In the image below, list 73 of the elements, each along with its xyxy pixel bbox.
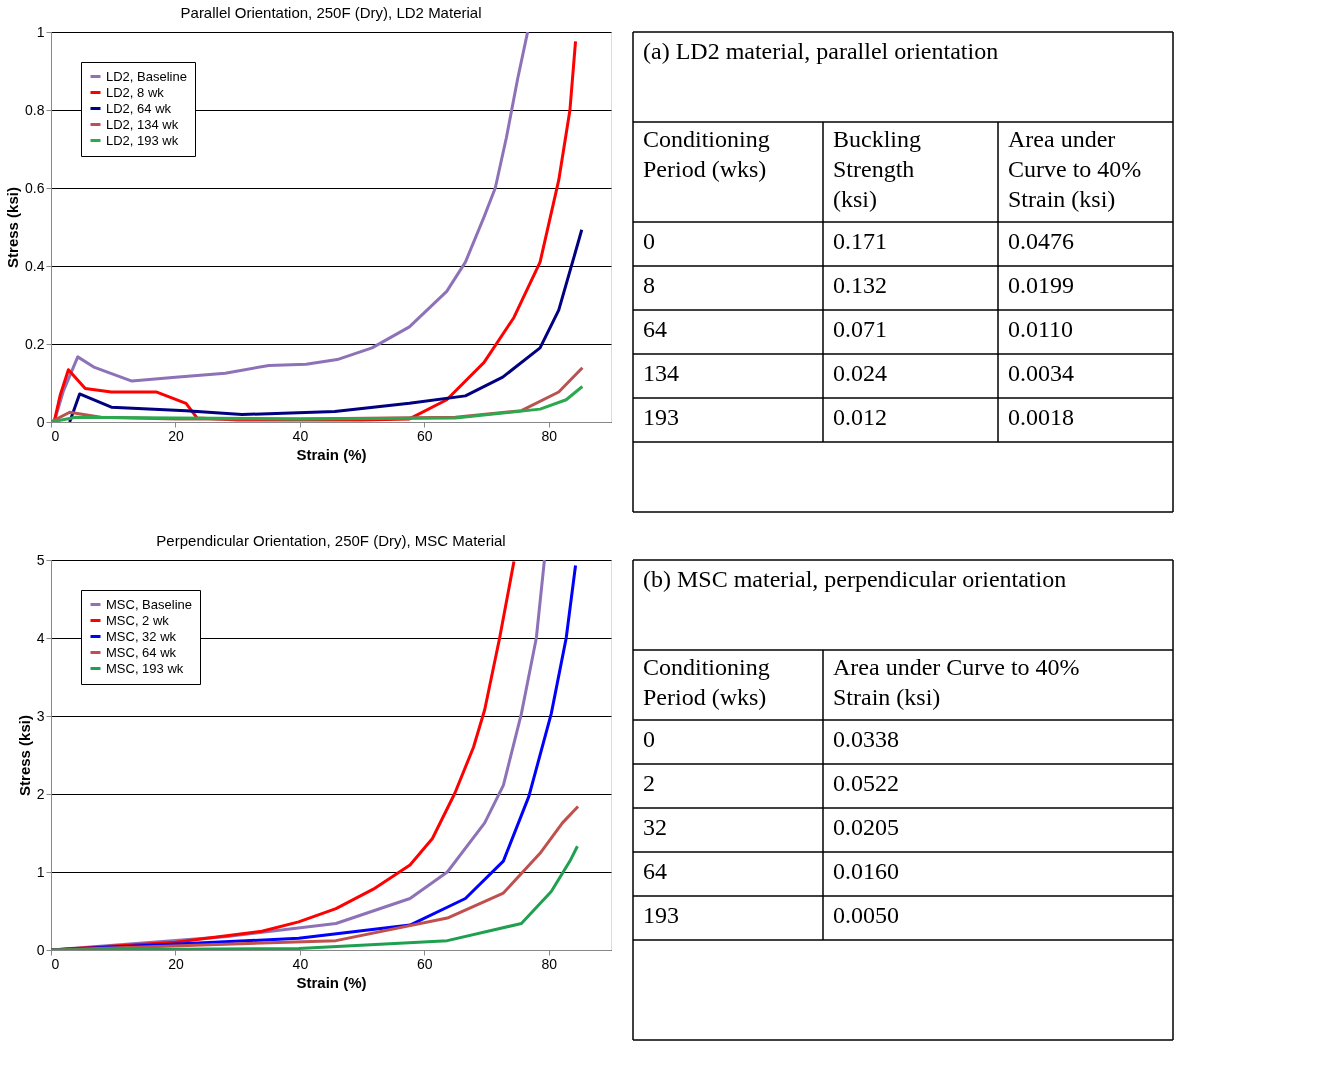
text: 0.0522: [833, 770, 899, 796]
text: 0.0476: [1008, 228, 1074, 254]
text: 0.0034: [1008, 360, 1074, 386]
line-series: [51, 385, 584, 422]
y-tick-label: 0.4: [25, 257, 45, 274]
text: 0.024: [833, 360, 887, 386]
line-series: [68, 228, 584, 422]
text: (b) MSC material, perpendicular orientation: [643, 566, 1067, 592]
y-tick-label: 3: [36, 707, 45, 724]
text: 0.132: [833, 272, 887, 298]
text: 0.0018: [1008, 404, 1074, 430]
chart-title: Parallel Orientation, 250F (Dry), LD2 Material: [180, 4, 482, 21]
legend-label: LD2, Baseline: [106, 68, 187, 84]
text: 0.071: [833, 316, 887, 342]
category-label: Conditioning Period (wks): [643, 126, 770, 182]
legend-label: LD2, 193 wk: [106, 132, 179, 148]
x-tick-label: 0: [51, 955, 60, 972]
x-tick-label: 20: [168, 427, 184, 444]
category-label: Area under Curve to 40% Strain (ksi): [1008, 126, 1142, 212]
x-tick-label: 80: [541, 427, 558, 444]
text: (a) LD2 material, parallel orientation: [643, 38, 999, 64]
legend-label: LD2, 8 wk: [106, 84, 165, 100]
line-series: [51, 844, 579, 950]
x-tick-label: 20: [168, 955, 184, 972]
x-axis-title: Strain (%): [296, 973, 367, 991]
text: 0: [643, 228, 655, 254]
legend-label: MSC, 2 wk: [106, 612, 170, 628]
text: 64: [643, 858, 667, 884]
y-axis-title: Stress (ksi): [15, 715, 33, 796]
text: 0.0110: [1008, 316, 1074, 342]
y-tick-label: 0.2: [25, 335, 45, 352]
legend-label: MSC, 193 wk: [106, 660, 184, 676]
y-tick-label: 2: [36, 785, 45, 802]
legend-label: MSC, Baseline: [106, 596, 192, 612]
text: 0.0338: [833, 726, 899, 752]
text: 32: [643, 814, 667, 840]
text: 0.0160: [833, 858, 899, 884]
y-tick-label: 0: [36, 413, 45, 430]
category-label: Buckling Strength (ksi): [833, 126, 921, 212]
x-tick-label: 40: [292, 955, 309, 972]
text: 0.0050: [833, 902, 899, 928]
y-tick-label: 4: [36, 629, 45, 646]
legend-label: LD2, 64 wk: [106, 100, 172, 116]
x-tick-label: 80: [541, 955, 558, 972]
text: 64: [643, 316, 667, 342]
y-axis-title: Stress (ksi): [4, 187, 22, 268]
text: 0.171: [833, 228, 887, 254]
category-label: Conditioning Period (wks): [643, 654, 770, 710]
x-tick-label: 0: [51, 427, 60, 444]
text: 134: [643, 360, 679, 386]
y-tick-label: 1: [36, 23, 45, 40]
text: 0.0205: [833, 814, 899, 840]
text: 8: [643, 272, 655, 298]
y-tick-label: 0.8: [25, 101, 45, 118]
text: 0.0199: [1008, 272, 1074, 298]
legend-label: MSC, 64 wk: [106, 644, 177, 660]
x-tick-label: 40: [292, 427, 309, 444]
x-tick-label: 60: [417, 427, 433, 444]
text: 193: [643, 902, 679, 928]
category-label: Area under Curve to 40% Strain (ksi): [833, 654, 1080, 710]
x-tick-label: 60: [417, 955, 433, 972]
text: 0.012: [833, 404, 887, 430]
text: 193: [643, 404, 679, 430]
legend-label: LD2, 134 wk: [106, 116, 179, 132]
y-tick-label: 0: [36, 941, 45, 958]
text: 2: [643, 770, 655, 796]
y-tick-label: 1: [36, 863, 45, 880]
y-tick-label: 5: [36, 551, 45, 568]
legend-label: MSC, 32 wk: [106, 628, 177, 644]
x-axis-title: Strain (%): [296, 445, 367, 463]
chart-title: Perpendicular Orientation, 250F (Dry), MSC Material: [156, 532, 506, 549]
text: 0: [643, 726, 655, 752]
y-tick-label: 0.6: [25, 179, 45, 196]
